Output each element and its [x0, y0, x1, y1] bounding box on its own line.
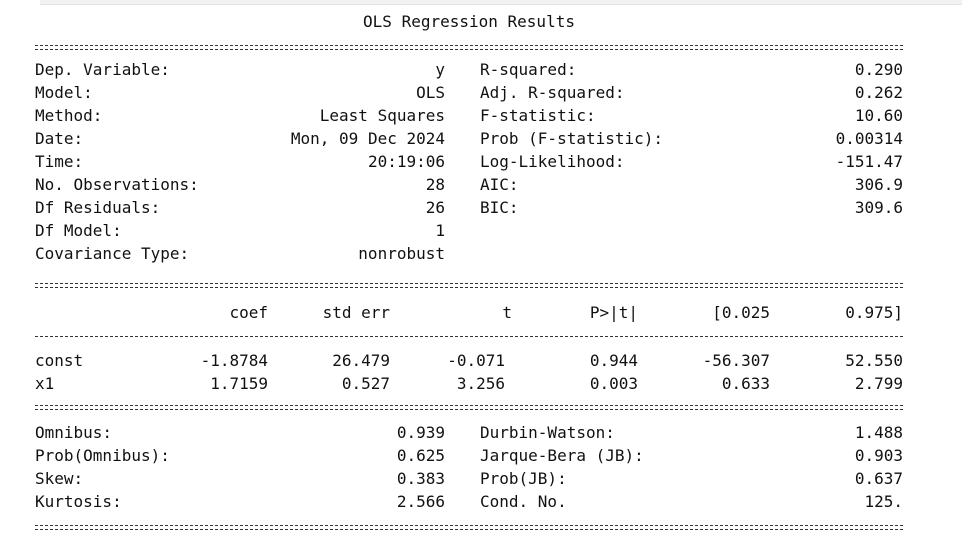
cell-value: 0.633 — [721, 374, 770, 393]
stat-value: 125. — [864, 492, 903, 511]
column-header: [0.025 — [712, 303, 770, 322]
separator — [35, 336, 903, 337]
stat-label: Cond. No. — [480, 492, 567, 511]
stat-label: Durbin-Watson: — [480, 423, 615, 442]
field-label: Kurtosis: — [35, 492, 122, 511]
stat-label: Prob(JB): — [480, 469, 567, 488]
stat-label: Prob (F-statistic): — [480, 129, 664, 148]
cell-border — [40, 0, 962, 5]
stat-label: Adj. R-squared: — [480, 83, 625, 102]
field-value: 0.383 — [396, 469, 445, 488]
field-value: Least Squares — [319, 106, 445, 125]
field-label: Date: — [35, 129, 84, 148]
cell-value: 0.003 — [589, 374, 638, 393]
stat-value: 10.60 — [854, 106, 903, 125]
cell-value: 52.550 — [845, 351, 903, 370]
cell-value: 3.256 — [456, 374, 505, 393]
column-header: t — [502, 303, 512, 322]
field-value: 20:19:06 — [367, 152, 445, 171]
field-value: nonrobust — [358, 244, 445, 263]
stat-value: 1.488 — [854, 423, 903, 442]
stat-value: 0.290 — [854, 60, 903, 79]
stat-value: 309.6 — [854, 198, 903, 217]
row-label: const — [35, 351, 84, 370]
column-header: P>|t| — [589, 303, 638, 322]
field-label: Covariance Type: — [35, 244, 190, 263]
field-value: 26 — [425, 198, 445, 217]
cell-value: -56.307 — [702, 351, 770, 370]
cell-value: 1.7159 — [210, 374, 268, 393]
field-label: Time: — [35, 152, 84, 171]
cell-value: 2.799 — [854, 374, 903, 393]
stat-value: 0.00314 — [835, 129, 903, 148]
field-value: y — [435, 60, 445, 79]
field-value: 0.939 — [396, 423, 445, 442]
column-header: 0.975] — [845, 303, 903, 322]
field-label: Df Residuals: — [35, 198, 161, 217]
field-label: Model: — [35, 83, 93, 102]
stat-label: BIC: — [480, 198, 519, 217]
stat-value: 0.262 — [854, 83, 903, 102]
column-header: coef — [229, 303, 268, 322]
field-label: Prob(Omnibus): — [35, 446, 170, 465]
stat-label: Jarque-Bera (JB): — [480, 446, 644, 465]
cell-value: 0.527 — [341, 374, 390, 393]
separator — [35, 525, 903, 530]
separator — [35, 405, 903, 410]
title: OLS Regression Results — [363, 12, 575, 31]
separator — [35, 283, 903, 288]
field-label: No. Observations: — [35, 175, 199, 194]
stat-label: AIC: — [480, 175, 519, 194]
field-value: 28 — [425, 175, 445, 194]
field-value: 2.566 — [396, 492, 445, 511]
cell-value: -1.8784 — [200, 351, 268, 370]
stat-label: Log-Likelihood: — [480, 152, 625, 171]
stat-label: R-squared: — [480, 60, 577, 79]
field-label: Skew: — [35, 469, 84, 488]
cell-value: 0.944 — [589, 351, 638, 370]
column-header: std err — [322, 303, 390, 322]
field-label: Df Model: — [35, 221, 122, 240]
stat-value: 306.9 — [854, 175, 903, 194]
field-value: 0.625 — [396, 446, 445, 465]
field-label: Dep. Variable: — [35, 60, 170, 79]
stat-value: 0.903 — [854, 446, 903, 465]
row-label: x1 — [35, 374, 55, 393]
cell-value: 26.479 — [332, 351, 390, 370]
field-label: Omnibus: — [35, 423, 113, 442]
stat-value: 0.637 — [854, 469, 903, 488]
field-label: Method: — [35, 106, 103, 125]
separator — [35, 45, 903, 50]
stat-label: F-statistic: — [480, 106, 596, 125]
stat-value: -151.47 — [835, 152, 903, 171]
field-value: 1 — [435, 221, 445, 240]
cell-value: -0.071 — [447, 351, 505, 370]
field-value: OLS — [416, 83, 445, 102]
field-value: Mon, 09 Dec 2024 — [290, 129, 445, 148]
